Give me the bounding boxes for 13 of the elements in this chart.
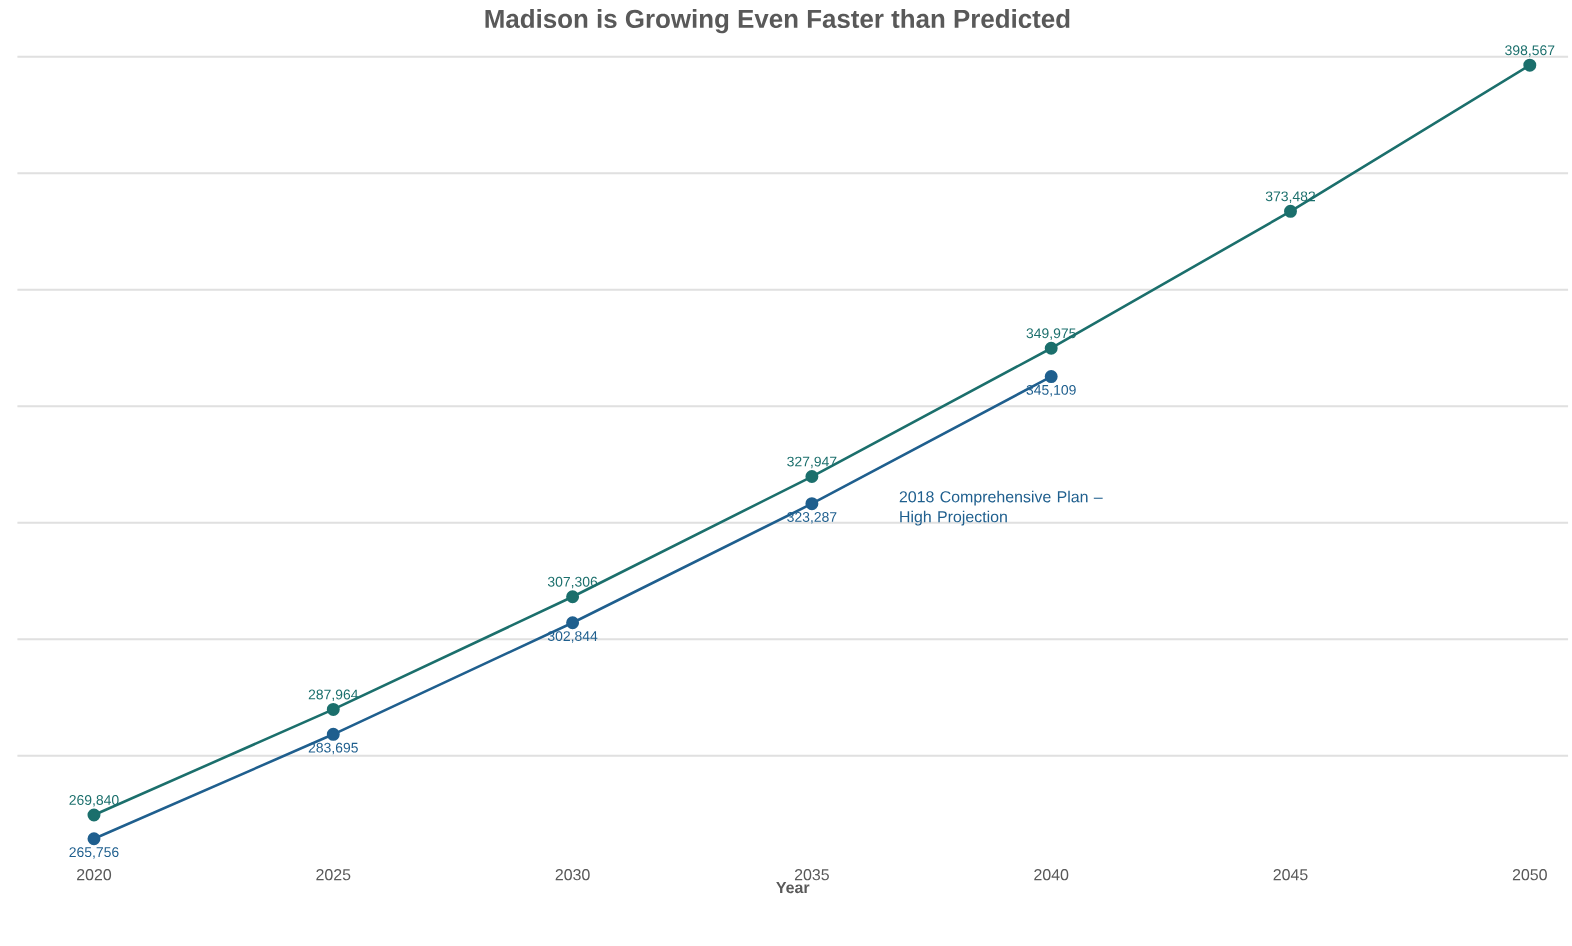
chart-title: Madison is Growing Even Faster than Predicted <box>485 9 1070 34</box>
point <box>566 590 580 604</box>
point <box>326 727 340 741</box>
point <box>1044 370 1058 384</box>
point <box>805 470 819 484</box>
point <box>1044 341 1058 355</box>
point <box>1523 58 1537 72</box>
point <box>805 497 819 511</box>
point <box>566 616 580 630</box>
point <box>1284 204 1297 218</box>
point <box>87 808 101 822</box>
point <box>87 832 101 846</box>
point <box>326 702 340 716</box>
